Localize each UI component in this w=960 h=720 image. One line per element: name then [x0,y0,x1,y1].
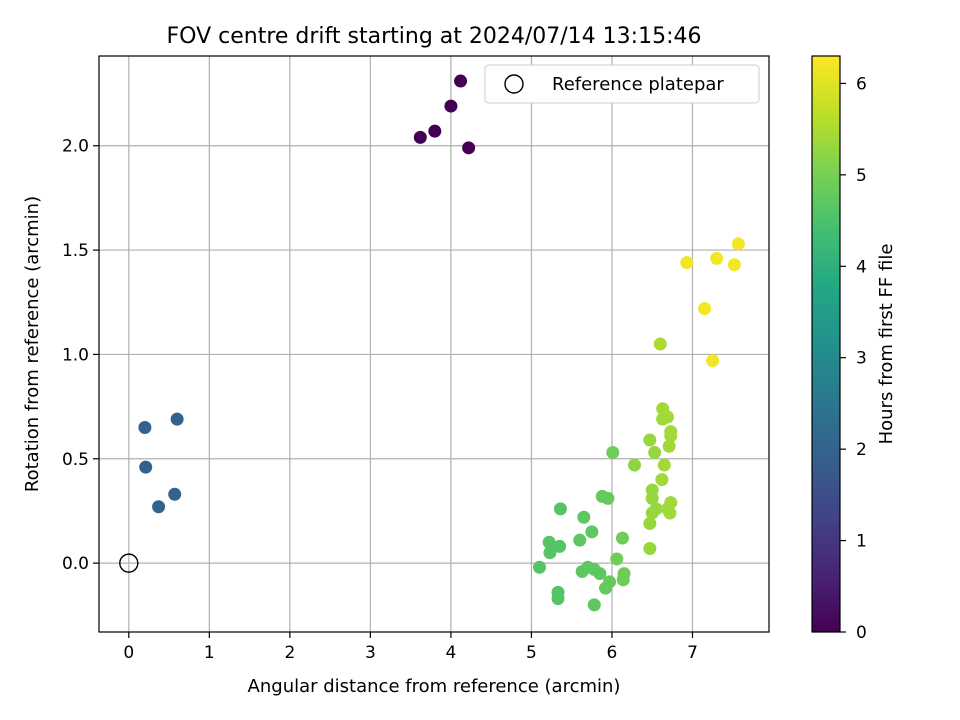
scatter-point [645,483,659,497]
legend-entry-reference: Reference platepar [552,74,724,95]
reference-point [119,553,139,573]
scatter-point [585,525,599,539]
scatter-point [655,473,669,487]
scatter-point [698,302,712,316]
y-axis-label: Rotation from reference (arcmin) [22,196,43,492]
colorbar-tick-label: 2 [856,440,867,460]
scatter-point [577,510,591,524]
chart-title: FOV centre drift starting at 2024/07/14 … [167,24,702,49]
y-tick-label: 2.0 [62,137,89,157]
x-tick-label: 4 [445,643,456,663]
scatter-point [593,567,607,581]
scatter-point [573,533,587,547]
scatter-point [643,433,657,447]
scatter-point [731,237,745,251]
scatter-point [551,592,565,606]
x-axis-ticks: 0 1 2 3 4 5 6 7 [123,632,698,663]
y-axis-ticks: 0.0 0.5 1.0 1.5 2.0 [62,137,99,574]
x-tick-label: 7 [687,643,698,663]
colorbar-tick-label: 4 [856,257,867,277]
colorbar-tick-label: 3 [856,349,867,369]
plot-frame [98,55,770,633]
scatter-point [606,446,620,460]
y-tick-label: 0.5 [62,450,89,470]
scatter-point [152,500,166,514]
scatter-point [532,560,546,574]
x-tick-label: 2 [284,643,295,663]
scatter-point [170,412,184,426]
scatter-point [138,420,152,434]
y-tick-label: 1.5 [62,241,89,261]
scatter-point [649,502,663,516]
scatter-point [428,124,442,138]
scatter-point [610,552,624,566]
scatter-point [657,458,671,472]
scatter-point [643,542,657,556]
x-tick-label: 0 [123,643,134,663]
scatter-point [680,256,694,270]
colorbar-tick-label: 1 [856,532,867,552]
scatter-point [462,141,476,155]
scatter-point [648,446,662,460]
scatter-point [628,458,642,472]
colorbar-ticks: 0 1 2 3 4 5 6 [840,74,867,643]
scatter-point [587,598,601,612]
legend-reference-marker [504,74,524,94]
x-tick-label: 6 [607,643,618,663]
y-tick-label: 0.0 [62,554,89,574]
scatter-point [543,546,557,560]
colorbar-tick-label: 6 [856,74,867,94]
scatter-point [662,439,676,453]
scatter-point [553,539,567,553]
scatter-point [653,337,667,351]
scatter-point [603,575,617,589]
scatter-point [413,130,427,144]
scatter-point [663,506,677,520]
scatter-point [643,516,657,530]
scatter-points [138,74,745,612]
reference-platepar-marker [119,553,139,573]
x-axis-label: Angular distance from reference (arcmin) [248,676,621,697]
colorbar-gradient [811,55,841,633]
colorbar: 0 1 2 3 4 5 6 Hours from first FF file [811,55,897,643]
y-tick-label: 1.0 [62,345,89,365]
scatter-point [553,502,567,516]
scatter-point [601,491,615,505]
scatter-point [664,429,678,443]
grid-lines [99,56,769,632]
colorbar-label: Hours from first FF file [876,244,897,445]
scatter-point [454,74,468,88]
x-tick-label: 1 [204,643,215,663]
scatter-point [664,496,678,510]
scatter-point [542,535,556,549]
scatter-point [616,573,630,587]
scatter-point [615,531,629,545]
scatter-point [168,487,182,501]
x-tick-label: 3 [365,643,376,663]
legend-box [484,64,760,104]
scatter-point [710,251,724,265]
x-tick-label: 5 [526,643,537,663]
scatter-point [139,460,153,474]
legend: Reference platepar [484,64,760,104]
scatter-point [661,410,675,424]
scatter-point [706,354,720,368]
scatter-point [727,258,741,272]
colorbar-tick-label: 5 [856,166,867,186]
scatter-point [444,99,458,113]
colorbar-tick-label: 0 [856,623,867,643]
